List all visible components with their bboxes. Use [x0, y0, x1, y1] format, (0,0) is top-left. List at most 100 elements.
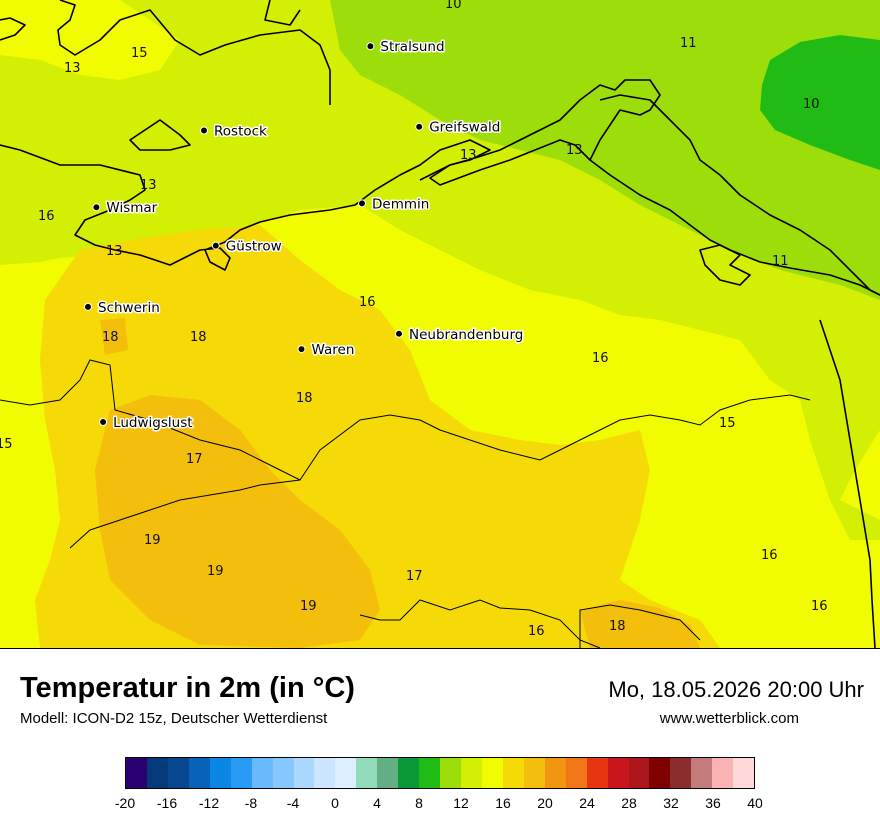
colorbar-swatch — [188, 758, 210, 788]
isotherm-label: 11 — [680, 36, 697, 51]
isotherm-labels: 10 11 10 11 13 15 13 13 13 16 13 18 18 1… — [0, 0, 828, 639]
isotherm-label: 10 — [803, 97, 820, 112]
colorbar-tick-label: -20 — [114, 795, 136, 811]
city-marker-waren[interactable]: Waren — [297, 341, 356, 360]
colorbar-swatch — [272, 758, 294, 788]
model-info: Modell: ICON-D2 15z, Deutscher Wetterdie… — [20, 710, 328, 727]
city-label: Waren — [312, 342, 355, 358]
website-link[interactable]: www.wetterblick.com — [659, 710, 799, 727]
colorbar-swatch — [670, 758, 692, 788]
colorbar-tick-label: 0 — [331, 795, 339, 811]
isotherm-label: 11 — [772, 254, 789, 269]
colorbar-swatch — [419, 758, 441, 788]
isotherm-label: 16 — [528, 624, 545, 639]
borders — [0, 359, 811, 648]
isotherm-label: 19 — [207, 564, 224, 579]
colorbar-swatch — [146, 758, 168, 788]
colorbar-tick-label: 8 — [415, 795, 423, 811]
field-10-core — [760, 35, 880, 170]
city-label: Ludwigslust — [113, 415, 192, 431]
forecast-datetime: Mo, 18.05.2026 20:00 Uhr — [608, 677, 864, 702]
colorbar-swatch — [544, 758, 566, 788]
field-19-area — [95, 395, 380, 648]
city-markers: Stralsund Greifswald Rostock Demmin Wismar Gü… — [84, 38, 525, 433]
isotherm-label: 13 — [64, 61, 81, 76]
colorbar-tick-label: -4 — [286, 795, 300, 811]
colorbar-tick-label: 36 — [705, 795, 721, 811]
field-15-west — [0, 0, 180, 80]
city-dot — [297, 345, 306, 354]
colorbar-tick-label: 40 — [747, 795, 763, 811]
colorbar-swatch — [649, 758, 671, 788]
city-dot — [99, 418, 108, 426]
city-marker-greifswald[interactable]: Greifswald — [415, 118, 502, 137]
city-label: Wismar — [106, 200, 157, 216]
isotherm-label: 19 — [144, 533, 161, 548]
city-label: Stralsund — [380, 39, 444, 55]
isotherm-label: 10 — [445, 0, 462, 12]
city-label: Schwerin — [98, 300, 160, 316]
colorbar-swatch — [607, 758, 629, 788]
colorbar-swatch — [523, 758, 545, 788]
temperature-map[interactable]: 10 11 10 11 13 15 13 13 13 16 13 18 18 1… — [0, 0, 880, 649]
isotherm-label: 16 — [359, 295, 376, 310]
city-marker-rostock[interactable]: Rostock — [200, 122, 269, 141]
colorbar-swatch — [314, 758, 336, 788]
colorbar-tick-label: 24 — [579, 795, 595, 811]
isotherm-label: 15 — [131, 46, 148, 61]
isotherm-label: 17 — [186, 452, 203, 467]
city-dot — [84, 302, 92, 311]
city-dot — [358, 199, 366, 208]
city-marker-wismar[interactable]: Wismar — [92, 199, 159, 218]
colorbar-tick-label: 4 — [373, 795, 381, 811]
colorbar-swatch — [293, 758, 315, 788]
city-marker-güstrow[interactable]: Güstrow — [211, 237, 283, 256]
isotherm-label: 16 — [592, 351, 609, 366]
colorbar-ticks: -20 -16 -12 -8 -4 0 4 8 12 16 20 24 28 32 36 40 — [115, 795, 763, 815]
colorbar-swatch — [230, 758, 252, 788]
colorbar-swatch — [167, 758, 189, 788]
colorbar-swatch — [691, 758, 713, 788]
colorbar-swatch — [502, 758, 524, 788]
isotherm-label: 16 — [38, 209, 55, 224]
isotherm-label: 18 — [609, 619, 626, 634]
colorbar-swatch — [398, 758, 420, 788]
city-label: Rostock — [214, 124, 267, 140]
colorbar-swatch — [712, 758, 734, 788]
city-label: Demmin — [372, 196, 429, 212]
colorbar-swatch — [356, 758, 378, 788]
colorbar-tick-label: 20 — [537, 795, 553, 811]
city-label: Güstrow — [226, 239, 282, 255]
city-dot — [200, 126, 208, 135]
map-title: Temperatur in 2m (in °C) — [20, 672, 355, 704]
coastline — [0, 0, 880, 648]
colorbar-swatch — [733, 758, 755, 788]
city-marker-neubrandenburg[interactable]: Neubrandenburg — [395, 325, 525, 344]
colorbar-tick-label: 28 — [621, 795, 637, 811]
isotherm-label: 13 — [460, 148, 477, 163]
colorbar-tick-label: -16 — [156, 795, 178, 811]
colorbar-tick-label: -12 — [198, 795, 220, 811]
city-marker-schwerin[interactable]: Schwerin — [84, 298, 161, 317]
colorbar-swatch — [440, 758, 461, 788]
colorbar — [125, 757, 755, 789]
colorbar-swatch — [628, 758, 650, 788]
field-19-west — [100, 318, 128, 355]
city-marker-ludwigslust[interactable]: Ludwigslust — [99, 414, 194, 433]
field-19-south — [580, 600, 700, 648]
city-marker-stralsund[interactable]: Stralsund — [366, 38, 446, 57]
city-marker-demmin[interactable]: Demmin — [358, 195, 431, 214]
colorbar-swatch — [565, 758, 587, 788]
colorbar-swatch — [461, 758, 482, 788]
isotherm-label: 13 — [106, 244, 123, 259]
city-label: Greifswald — [429, 120, 500, 136]
field-11-band — [330, 0, 880, 300]
isotherm-label: 17 — [406, 569, 423, 584]
city-dot — [211, 241, 220, 250]
colorbar-swatch — [209, 758, 231, 788]
temperature-field — [0, 0, 880, 648]
colorbar-swatch — [251, 758, 273, 788]
city-dot — [92, 203, 101, 212]
isotherm-label: 19 — [300, 599, 317, 614]
isotherm-label: 15 — [719, 416, 736, 431]
